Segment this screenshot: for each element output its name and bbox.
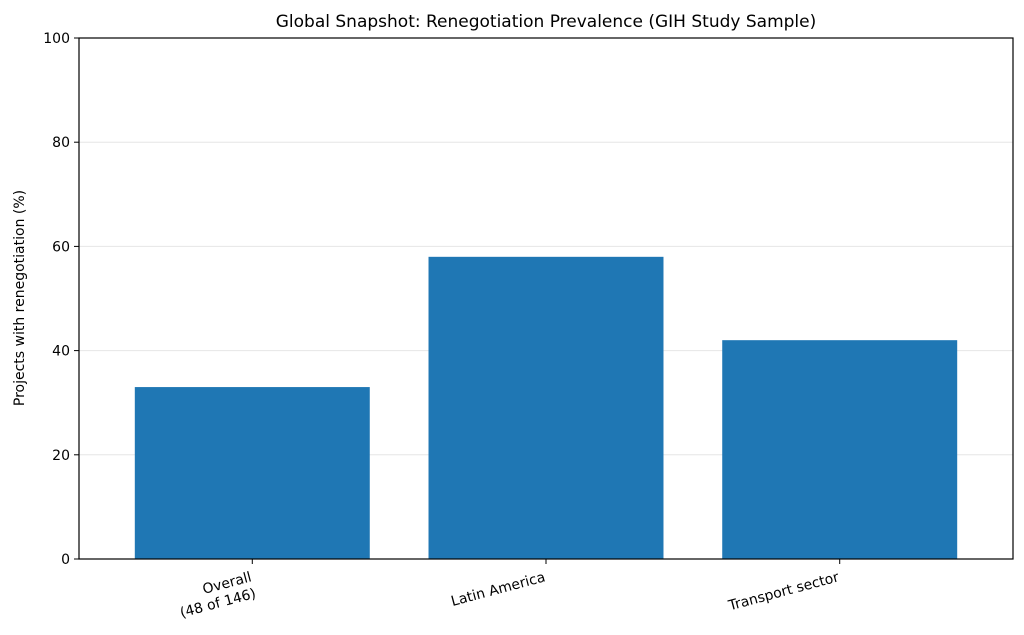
- y-axis-label: Projects with renegotiation (%): [12, 190, 28, 406]
- y-tick-label: 60: [52, 239, 70, 255]
- x-tick-label: Latin America: [449, 569, 547, 610]
- bar: [428, 256, 664, 559]
- bars: [134, 256, 958, 559]
- bar: [722, 340, 958, 559]
- x-axis: Overall(48 of 146) Latin America Transport…: [174, 559, 841, 621]
- bar: [134, 387, 370, 559]
- y-tick-label: 20: [52, 448, 70, 464]
- y-tick-label: 40: [52, 344, 70, 360]
- y-axis: 0 20 40 60 80 100: [43, 31, 79, 568]
- x-tick-label: Overall(48 of 146): [174, 569, 258, 621]
- y-tick-label: 80: [52, 135, 70, 151]
- x-tick-label: Transport sector: [726, 569, 841, 614]
- chart-title: Global Snapshot: Renegotiation Prevalenc…: [276, 12, 816, 32]
- y-tick-label: 0: [61, 552, 70, 568]
- y-tick-label: 100: [43, 31, 70, 47]
